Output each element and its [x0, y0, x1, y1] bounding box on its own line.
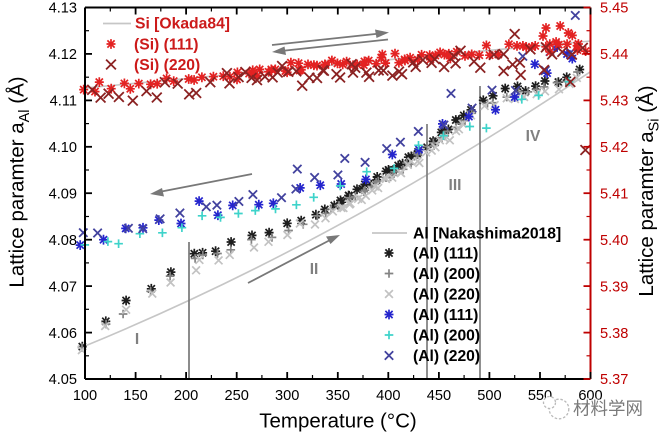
svg-text:400: 400: [376, 388, 400, 404]
svg-text:350: 350: [326, 388, 350, 404]
svg-text:Temperature (°C): Temperature (°C): [259, 410, 416, 433]
svg-text:5.40: 5.40: [600, 233, 628, 249]
svg-text:4.06: 4.06: [49, 326, 77, 342]
svg-text:150: 150: [123, 388, 147, 404]
svg-text:IV: IV: [526, 128, 541, 145]
svg-text:5.39: 5.39: [600, 279, 628, 295]
svg-text:100: 100: [73, 388, 97, 404]
svg-text:(Al) (200): (Al) (200): [413, 266, 480, 283]
svg-text:材料学网: 材料学网: [573, 399, 643, 419]
svg-text:4.10: 4.10: [49, 140, 77, 156]
svg-text:(Si) (220): (Si) (220): [134, 57, 200, 74]
svg-text:4.09: 4.09: [49, 186, 77, 202]
svg-text:I: I: [135, 331, 139, 348]
svg-text:300: 300: [275, 388, 299, 404]
svg-text:5.41: 5.41: [600, 186, 628, 202]
svg-text:II: II: [310, 261, 319, 278]
svg-text:(Al) (200): (Al) (200): [413, 328, 480, 345]
svg-text:III: III: [449, 177, 462, 194]
svg-text:5.42: 5.42: [600, 140, 628, 156]
svg-text:(Al) (111): (Al) (111): [413, 307, 478, 324]
svg-text:250: 250: [225, 388, 249, 404]
svg-text:Si [Okada84]: Si [Okada84]: [135, 16, 230, 33]
svg-text:(Si) (111): (Si) (111): [134, 37, 199, 54]
svg-text:Al [Nakashima2018]: Al [Nakashima2018]: [413, 226, 561, 243]
svg-text:600: 600: [578, 388, 602, 404]
svg-text:(Al) (220): (Al) (220): [413, 287, 480, 304]
svg-text:(Al) (220): (Al) (220): [413, 348, 480, 365]
svg-text:4.05: 4.05: [49, 372, 77, 388]
svg-text:5.38: 5.38: [600, 326, 628, 342]
svg-text:4.11: 4.11: [50, 94, 77, 110]
svg-text:5.37: 5.37: [600, 372, 628, 388]
svg-text:500: 500: [477, 388, 501, 404]
svg-text:(Al) (111): (Al) (111): [413, 246, 478, 263]
svg-text:4.07: 4.07: [49, 279, 77, 295]
svg-text:4.12: 4.12: [49, 47, 77, 63]
svg-text:5.45: 5.45: [600, 1, 628, 17]
svg-text:450: 450: [427, 388, 451, 404]
svg-text:200: 200: [174, 388, 198, 404]
svg-text:5.44: 5.44: [600, 47, 628, 63]
svg-text:4.13: 4.13: [49, 1, 77, 17]
svg-text:Lattice paramter aSi (Å): Lattice paramter aSi (Å): [635, 85, 660, 296]
svg-text:4.08: 4.08: [49, 233, 77, 249]
svg-text:5.43: 5.43: [600, 94, 628, 110]
